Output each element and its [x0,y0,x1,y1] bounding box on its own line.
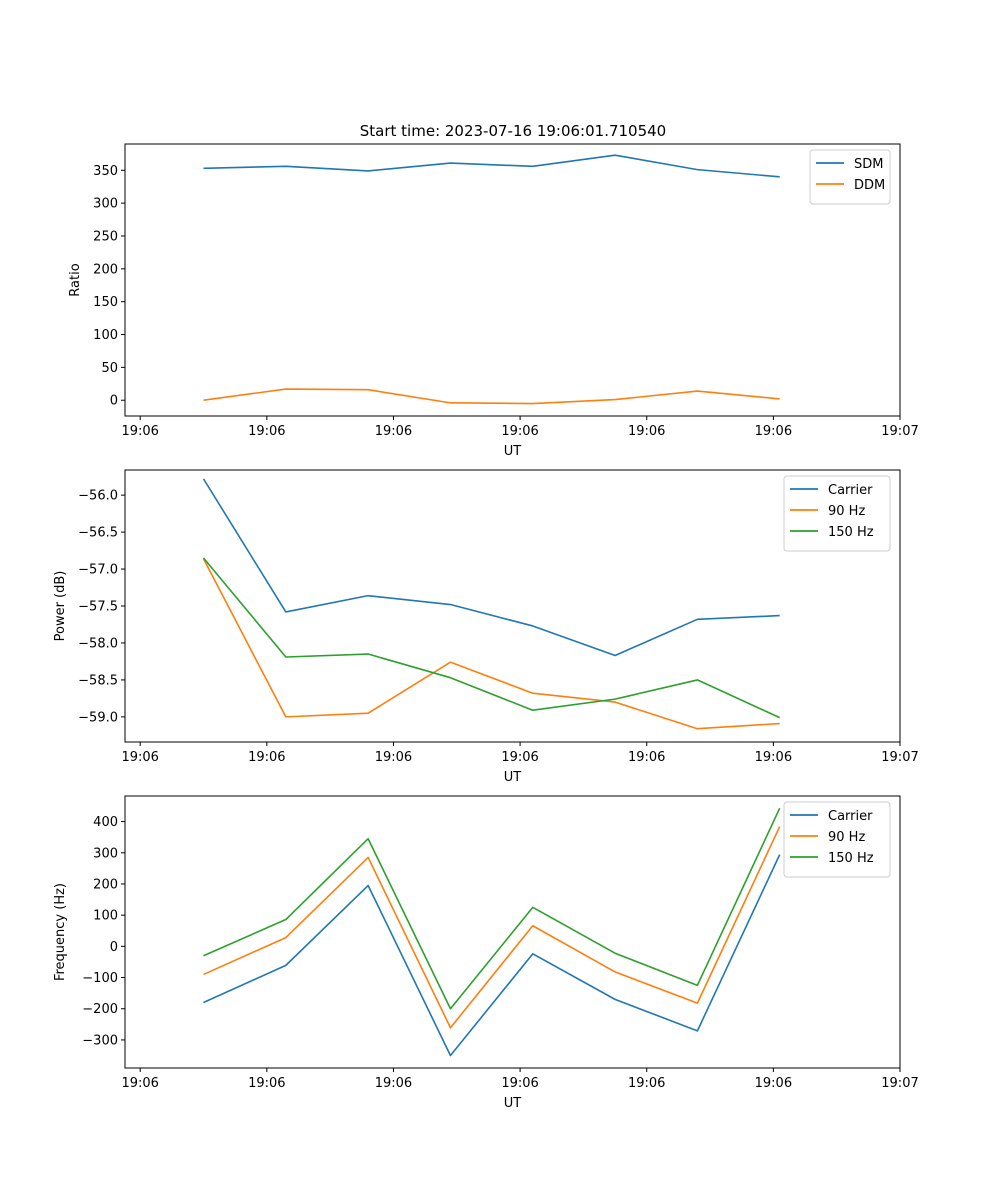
legend: Carrier 90 Hz 150 Hz [783,475,891,552]
series-line-carrier [203,854,781,1057]
axes-frame [124,795,901,1069]
y-axis-label: Frequency (Hz) [53,883,68,981]
legend-label: DDM [854,178,885,193]
x-tick-label: 19:06 [755,424,792,439]
legend-box [783,475,891,552]
y-tick-label: −57.5 [78,600,118,615]
y-tick-label: −56.5 [78,526,118,541]
y-tick-label: 250 [93,229,118,244]
x-tick-label: 19:06 [121,750,158,765]
chart-panel-2: 19:06 19:06 19:06 19:06 19:06 19:06 19:07 −59.0… [53,469,919,785]
x-tick-label: 19:06 [501,750,538,765]
legend-label: Carrier [828,483,873,498]
x-tick-label: 19:06 [755,1076,792,1091]
y-tick-label: 0 [110,394,118,409]
y-tick-label: 200 [93,877,118,892]
y-tick-label: −100 [82,971,118,986]
x-tick-label: 19:06 [375,1076,412,1091]
x-tick-label: 19:06 [248,1076,285,1091]
series-line-ddm [203,388,780,405]
legend: Carrier 90 Hz 150 Hz [783,801,891,878]
x-tick-label: 19:06 [248,424,285,439]
x-tick-label: 19:06 [121,1076,158,1091]
legend-label: 150 Hz [828,851,874,866]
y-tick-label: −58.5 [78,673,118,688]
y-tick-label: 150 [93,295,118,310]
x-tick-label: 19:06 [375,424,412,439]
y-tick-label: 200 [93,262,118,277]
series-line-150-hz [202,557,781,719]
y-tick-label: 350 [93,164,118,179]
x-tick-label: 19:07 [881,1076,918,1091]
x-axis-label: UT [504,1096,522,1111]
x-tick-label: 19:06 [501,424,538,439]
series-line-90-hz [202,558,780,730]
x-tick-label: 19:06 [628,750,665,765]
x-tick-label: 19:06 [628,424,665,439]
y-tick-label: 400 [93,815,118,830]
y-tick-label: −56.0 [78,489,118,504]
legend-label: Carrier [828,809,873,824]
x-axis-label: UT [504,444,522,459]
legend-label: 90 Hz [828,504,865,519]
axes-frame [124,143,901,417]
y-tick-label: −58.0 [78,636,118,651]
y-axis-label: Ratio [68,263,83,296]
y-tick-label: 100 [93,328,118,343]
y-tick-label: 300 [93,846,118,861]
y-tick-label: 100 [93,909,118,924]
y-tick-label: −59.0 [78,710,118,725]
x-tick-label: 19:06 [628,1076,665,1091]
x-axis-label: UT [504,770,522,785]
x-tick-label: 19:07 [881,424,918,439]
x-tick-label: 19:06 [121,424,158,439]
y-tick-label: 50 [101,361,118,376]
x-tick-label: 19:06 [501,1076,538,1091]
chart-panel-1: 19:06 19:06 19:06 19:06 19:06 19:06 19:07 0 50 10… [68,143,919,459]
series-line-150-hz [203,807,781,1010]
legend-label: SDM [854,157,883,172]
x-tick-label: 19:06 [375,750,412,765]
y-tick-label: −200 [82,1002,118,1017]
y-axis-label: Power (dB) [53,571,68,642]
series-line-sdm [203,154,780,178]
figure-title: Start time: 2023-07-16 19:06:01.710540 [360,122,666,140]
chart-panel-3: 19:06 19:06 19:06 19:06 19:06 19:06 19:07 −300 −… [53,795,919,1111]
y-tick-label: 0 [110,940,118,955]
series-line-carrier [202,478,780,657]
legend: SDM DDM [809,149,891,205]
legend-label: 150 Hz [828,525,874,540]
x-tick-label: 19:06 [755,750,792,765]
series-line-90-hz [203,826,781,1029]
y-tick-label: 300 [93,197,118,212]
y-tick-label: −57.0 [78,563,118,578]
y-tick-label: −300 [82,1033,118,1048]
x-tick-label: 19:06 [248,750,285,765]
legend-box [783,801,891,878]
legend-label: 90 Hz [828,830,865,845]
x-tick-label: 19:07 [881,750,918,765]
